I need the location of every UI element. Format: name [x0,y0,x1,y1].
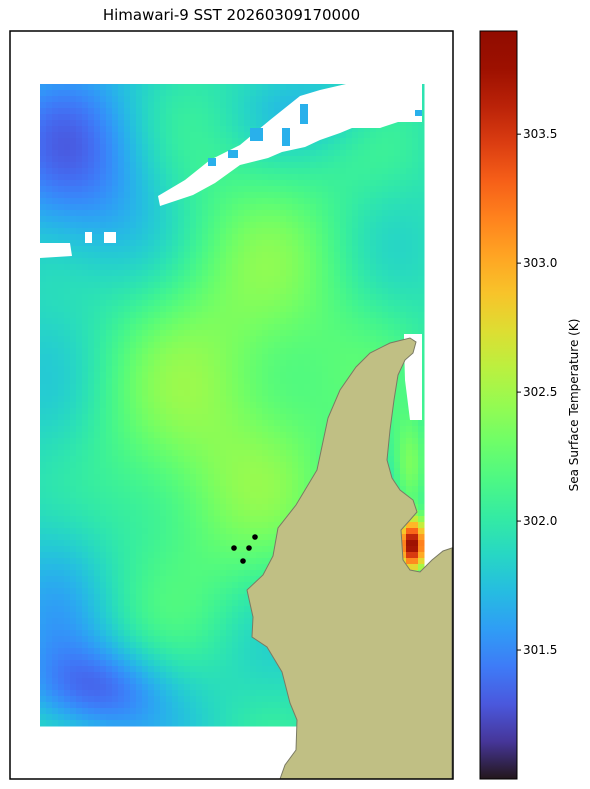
colorbar-gradient [479,30,518,780]
colorbar-tick-label: 301.5 [523,643,557,657]
colorbar-tick-label: 303.0 [523,256,557,270]
colorbar-tick-label: 303.5 [523,127,557,141]
station-point [240,558,246,564]
sst-field [40,84,425,727]
station-point [252,534,258,540]
colorbar-ticks: 301.5 302.0 302.5 303.0 303.5 [517,127,557,657]
colorbar-label: Sea Surface Temperature (K) [567,319,581,492]
map-panel [9,30,454,780]
map-frame [9,30,454,780]
colorbar-tick-label: 302.0 [523,514,557,528]
station-point [231,545,237,551]
map-title: Himawari-9 SST 20260309170000 [102,6,361,24]
station-point [246,545,252,551]
land-mass [246,337,453,780]
colorbar-tick-label: 302.5 [523,385,557,399]
station-points [231,534,258,564]
